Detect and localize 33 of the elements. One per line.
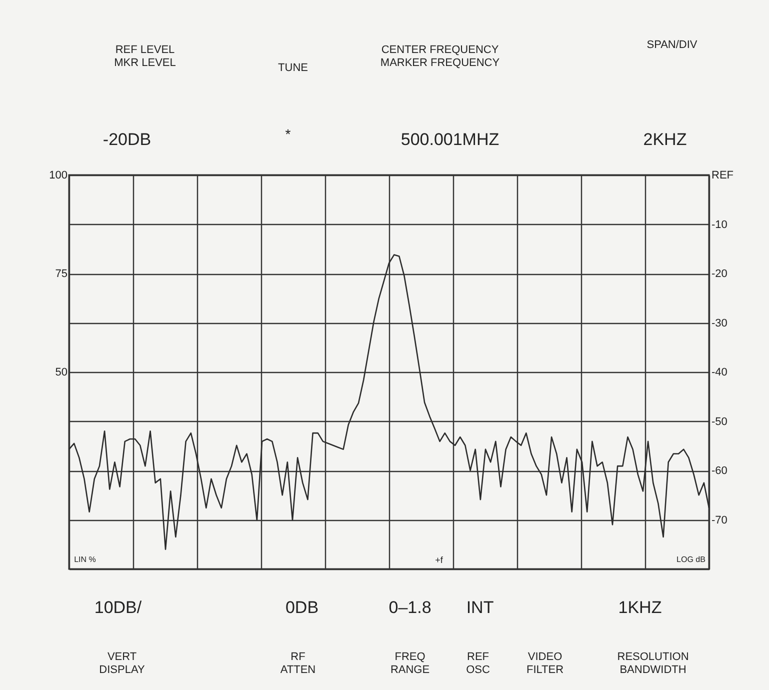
text: REF OSC (466, 651, 490, 676)
y2-tick-label: 75 (55, 268, 68, 280)
text: 0–1.8 (388, 598, 432, 617)
text: RESOLUTION BANDWIDTH (617, 651, 689, 676)
text: 1KHZ (618, 598, 662, 617)
text: VIDEO FILTER (526, 651, 564, 676)
y2-tick-label: 50 (55, 366, 68, 378)
text: 10DB/ (94, 598, 142, 617)
y-tick-label: -70 (712, 514, 728, 526)
text: 500.001MHZ (400, 130, 500, 149)
text: INT (466, 598, 494, 617)
text: FREQ RANGE (390, 651, 430, 676)
annotation: LOG dB (676, 555, 706, 564)
text: * (285, 126, 292, 142)
annotation: +f (435, 555, 444, 565)
text: -20DB (102, 130, 152, 149)
y-tick-label: REF (712, 170, 734, 182)
y-tick-label: -30 (712, 317, 728, 330)
y2-tick-label: 100 (49, 170, 68, 182)
text: REF LEVEL MKR LEVEL (114, 44, 176, 69)
y-tick-label: -60 (712, 465, 728, 477)
y-tick-label: -50 (712, 416, 728, 428)
text: 0DB (285, 598, 319, 617)
y-tick-label: -20 (712, 268, 728, 280)
text: TUNE (278, 62, 308, 74)
y-tick-label: -40 (712, 366, 728, 378)
text: SPAN/DIV (646, 39, 698, 51)
y-tick-label: -10 (712, 218, 728, 231)
text: 2KHZ (643, 130, 687, 149)
text: CENTER FREQUENCY MARKER FREQUENCY (380, 44, 500, 69)
text: VERT DISPLAY (99, 651, 146, 676)
text: RF ATTEN (280, 651, 316, 676)
annotation: LIN % (74, 555, 96, 564)
